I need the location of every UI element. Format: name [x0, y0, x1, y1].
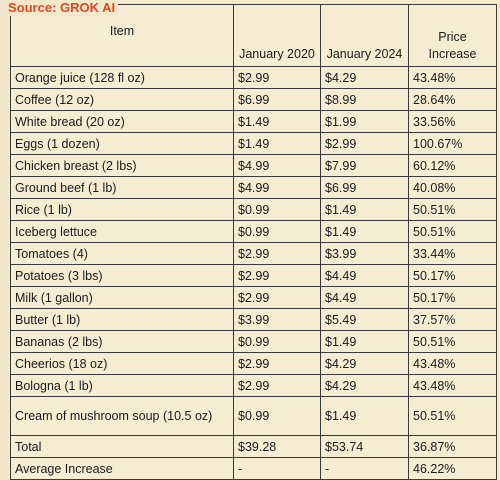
cell-jan2024: $1.49 [320, 396, 409, 436]
cell-jan2020: $4.99 [233, 176, 321, 199]
cell-jan2024: $5.49 [320, 308, 409, 331]
table-row: Orange juice (128 fl oz) $2.99 $4.29 43.48% [10, 66, 497, 89]
cell-increase: 50.51% [408, 198, 497, 221]
table-row: Bologna (1 lb) $2.99 $4.29 43.48% [10, 374, 497, 397]
cell-item: Average Increase [10, 457, 234, 480]
cell-jan2024: $53.74 [320, 435, 409, 458]
table-row: Total $39.28 $53.74 36.87% [10, 435, 497, 458]
header-row: Item January 2020 January 2024 Price Inc… [10, 4, 497, 67]
cell-increase: 46.22% [408, 457, 497, 480]
cell-increase: 43.48% [408, 66, 497, 89]
column-header-jan2024: January 2024 [320, 4, 409, 67]
table-row: Milk (1 gallon) $2.99 $4.49 50.17% [10, 286, 497, 309]
cell-item: Eggs (1 dozen) [10, 132, 234, 155]
cell-jan2020: $39.28 [233, 435, 321, 458]
cell-item: Coffee (12 oz) [10, 88, 234, 111]
source-label: Source: GROK AI [8, 0, 119, 16]
table-row: Average Increase - -46.22% [10, 457, 497, 480]
table-row: Iceberg lettuce $0.99 $1.49 50.51% [10, 220, 497, 243]
cell-jan2024: $4.49 [320, 286, 409, 309]
cell-item: Bananas (2 lbs) [10, 330, 234, 353]
cell-increase: 33.56% [408, 110, 497, 133]
cell-item: Cream of mushroom soup (10.5 oz) [10, 396, 234, 436]
table-header: Item January 2020 January 2024 Price Inc… [10, 4, 497, 67]
table-row: Butter (1 lb) $3.99 $5.49 37.57% [10, 308, 497, 331]
price-table: Item January 2020 January 2024 Price Inc… [10, 4, 497, 480]
cell-jan2020: $1.49 [233, 110, 321, 133]
cell-jan2020: $2.99 [233, 286, 321, 309]
table-row: Ground beef (1 lb) $4.99 $6.99 40.08% [10, 176, 497, 199]
cell-jan2020: - [233, 457, 321, 480]
cell-item: Iceberg lettuce [10, 220, 234, 243]
cell-item: Chicken breast (2 lbs) [10, 154, 234, 177]
table-row: Tomatoes (4) $2.99 $3.99 33.44% [10, 242, 497, 265]
cell-jan2024: $4.29 [320, 352, 409, 375]
cell-jan2020: $0.99 [233, 198, 321, 221]
cell-increase: 60.12% [408, 154, 497, 177]
cell-increase: 36.87% [408, 435, 497, 458]
cell-jan2024: $4.29 [320, 374, 409, 397]
cell-jan2020: $2.99 [233, 352, 321, 375]
cell-item: Total [10, 435, 234, 458]
cell-item: Butter (1 lb) [10, 308, 234, 331]
cell-jan2020: $6.99 [233, 88, 321, 111]
cell-item: Milk (1 gallon) [10, 286, 234, 309]
table-row: Coffee (12 oz) $6.99 $8.99 28.64% [10, 88, 497, 111]
cell-jan2024: $1.49 [320, 330, 409, 353]
cell-jan2024: $8.99 [320, 88, 409, 111]
cell-increase: 33.44% [408, 242, 497, 265]
cell-increase: 100.67% [408, 132, 497, 155]
cell-jan2020: $4.99 [233, 154, 321, 177]
table-row: Rice (1 lb) $0.99 $1.49 50.51% [10, 198, 497, 221]
column-header-increase: Price Increase [408, 4, 497, 67]
cell-increase: 40.08% [408, 176, 497, 199]
cell-increase: 50.51% [408, 220, 497, 243]
cell-increase: 37.57% [408, 308, 497, 331]
cell-increase: 50.17% [408, 286, 497, 309]
cell-jan2024: $1.49 [320, 220, 409, 243]
cell-jan2020: $1.49 [233, 132, 321, 155]
table-row: Chicken breast (2 lbs) $4.99 $7.99 60.12% [10, 154, 497, 177]
table-body: Orange juice (128 fl oz) $2.99 $4.29 43.48%… [10, 66, 497, 480]
table-row: Potatoes (3 lbs) $2.99 $4.49 50.17% [10, 264, 497, 287]
cell-jan2024: $4.49 [320, 264, 409, 287]
cell-item: Cheerios (18 oz) [10, 352, 234, 375]
cell-jan2024: $3.99 [320, 242, 409, 265]
cell-increase: 50.51% [408, 396, 497, 436]
cell-item: Bologna (1 lb) [10, 374, 234, 397]
cell-increase: 28.64% [408, 88, 497, 111]
table-row: White bread (20 oz) $1.49 $1.99 33.56% [10, 110, 497, 133]
cell-jan2020: $2.99 [233, 66, 321, 89]
cell-item: Orange juice (128 fl oz) [10, 66, 234, 89]
table-row: Eggs (1 dozen) $1.49 $2.99 100.67% [10, 132, 497, 155]
table-row: Cheerios (18 oz) $2.99 $4.29 43.48% [10, 352, 497, 375]
cell-jan2020: $0.99 [233, 330, 321, 353]
cell-jan2024: - [320, 457, 409, 480]
cell-jan2024: $4.29 [320, 66, 409, 89]
cell-jan2020: $2.99 [233, 264, 321, 287]
cell-increase: 43.48% [408, 374, 497, 397]
cell-jan2024: $1.49 [320, 198, 409, 221]
cell-item: Potatoes (3 lbs) [10, 264, 234, 287]
column-header-jan2020: January 2020 [233, 4, 321, 67]
cell-jan2020: $2.99 [233, 374, 321, 397]
cell-jan2020: $3.99 [233, 308, 321, 331]
cell-item: Tomatoes (4) [10, 242, 234, 265]
table-row: Cream of mushroom soup (10.5 oz) $0.99 $1.… [10, 396, 497, 436]
cell-item: White bread (20 oz) [10, 110, 234, 133]
cell-jan2020: $2.99 [233, 242, 321, 265]
cell-jan2024: $6.99 [320, 176, 409, 199]
cell-jan2020: $0.99 [233, 220, 321, 243]
table-row: Bananas (2 lbs) $0.99 $1.49 50.51% [10, 330, 497, 353]
cell-jan2024: $2.99 [320, 132, 409, 155]
cell-jan2024: $7.99 [320, 154, 409, 177]
cell-increase: 50.51% [408, 330, 497, 353]
cell-item: Rice (1 lb) [10, 198, 234, 221]
cell-increase: 50.17% [408, 264, 497, 287]
cell-increase: 43.48% [408, 352, 497, 375]
cell-item: Ground beef (1 lb) [10, 176, 234, 199]
cell-jan2024: $1.99 [320, 110, 409, 133]
cell-jan2020: $0.99 [233, 396, 321, 436]
